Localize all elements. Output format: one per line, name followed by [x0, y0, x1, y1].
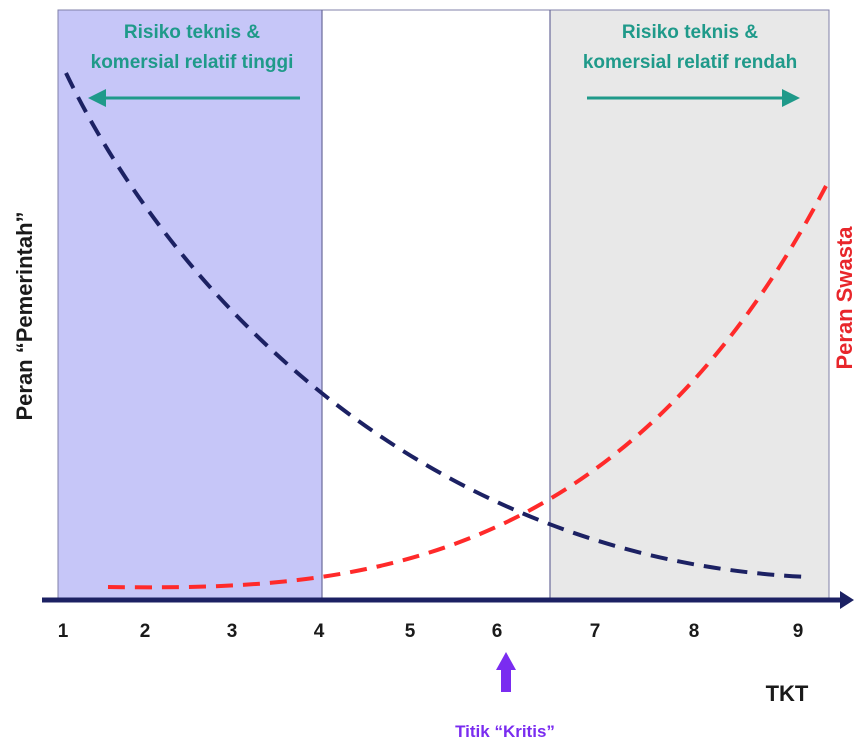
x-tick-label-4: 4 [314, 621, 325, 642]
low-risk-zone [550, 10, 829, 598]
x-tick-label-8: 8 [689, 621, 700, 642]
government-role-curve [64, 72, 809, 579]
critical-point-arrow-icon [496, 652, 516, 692]
right-arrow-icon [587, 89, 800, 107]
critical-point-label: Titik “Kritis” [455, 722, 555, 741]
low-risk-label-line2: komersial relatif rendah [583, 52, 797, 73]
x-tick-label-7: 7 [590, 621, 601, 642]
x-tick-labels: 1 2 3 4 5 6 7 8 9 [58, 621, 804, 642]
x-axis-title: TKT [766, 681, 809, 706]
x-tick-label-9: 9 [793, 621, 804, 642]
private-role-curve [107, 185, 828, 590]
high-risk-zone [58, 10, 322, 598]
x-tick-label-3: 3 [227, 621, 238, 642]
x-axis [42, 591, 854, 609]
high-risk-label-line2: komersial relatif tinggi [91, 52, 294, 73]
x-tick-label-6: 6 [492, 621, 503, 642]
low-risk-label-line1: Risiko teknis & [622, 22, 758, 43]
x-tick-label-1: 1 [58, 621, 69, 642]
government-role-label: Peran “Pemerintah” [12, 211, 37, 420]
x-tick-label-2: 2 [140, 621, 151, 642]
high-risk-label-line1: Risiko teknis & [124, 22, 260, 43]
left-arrow-icon [88, 89, 300, 107]
private-role-label: Peran Swasta [832, 226, 854, 370]
x-tick-label-5: 5 [405, 621, 416, 642]
